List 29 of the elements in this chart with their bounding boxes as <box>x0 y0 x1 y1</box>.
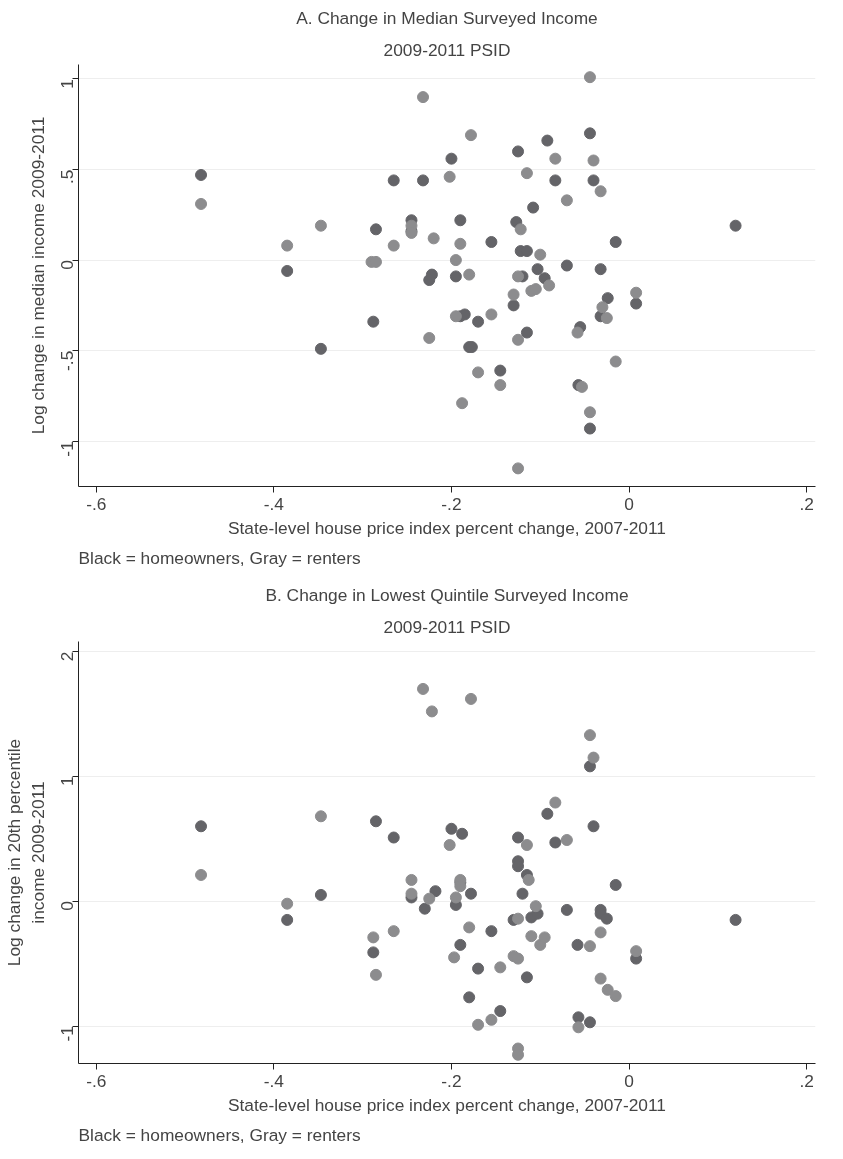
chart-subtitle: 2009-2011 PSID <box>383 39 511 60</box>
y-tick-label: -1 <box>57 441 78 457</box>
x-tick-label: .2 <box>799 493 814 514</box>
y-tick-label: .5 <box>57 169 78 184</box>
x-tick-label: .2 <box>799 1070 814 1091</box>
y-tick-label: -1 <box>57 1026 78 1042</box>
x-axis-title: State-level house price index percent change, 2007-2011 <box>228 517 666 538</box>
x-tick-label: -.6 <box>86 1070 107 1091</box>
x-axis-title: State-level house price index percent change, 2007-2011 <box>228 1094 666 1115</box>
y-tick-label: 2 <box>57 651 78 662</box>
chart-title: A. Change in Median Surveyed Income <box>296 7 598 28</box>
chart-subtitle: 2009-2011 PSID <box>383 616 511 637</box>
chart-title: B. Change in Lowest Quintile Surveyed Income <box>265 584 629 605</box>
x-tick-label: -.4 <box>263 1070 285 1091</box>
y-axis-title: Log change in median income 2009-2011 <box>27 116 48 435</box>
x-tick-label: 0 <box>624 1070 634 1091</box>
y-tick-label: 1 <box>57 78 78 89</box>
y-tick-label: 0 <box>57 901 78 911</box>
x-tick-label: -.6 <box>86 493 107 514</box>
y-tick-label: 0 <box>57 260 78 270</box>
x-tick-label: -.2 <box>441 493 462 514</box>
y-tick-label: 1 <box>57 776 78 786</box>
y-axis-title: Log change in 20th percentile income 2009-2011 <box>3 738 48 967</box>
x-tick-label: -.4 <box>263 493 285 514</box>
y-tick-label: -.5 <box>57 350 78 371</box>
x-tick-label: -.2 <box>441 1070 462 1091</box>
text: Black = homeowners, Gray = renters <box>78 1124 362 1145</box>
text: Black = homeowners, Gray = renters <box>78 547 362 568</box>
x-tick-label: 0 <box>624 493 634 514</box>
